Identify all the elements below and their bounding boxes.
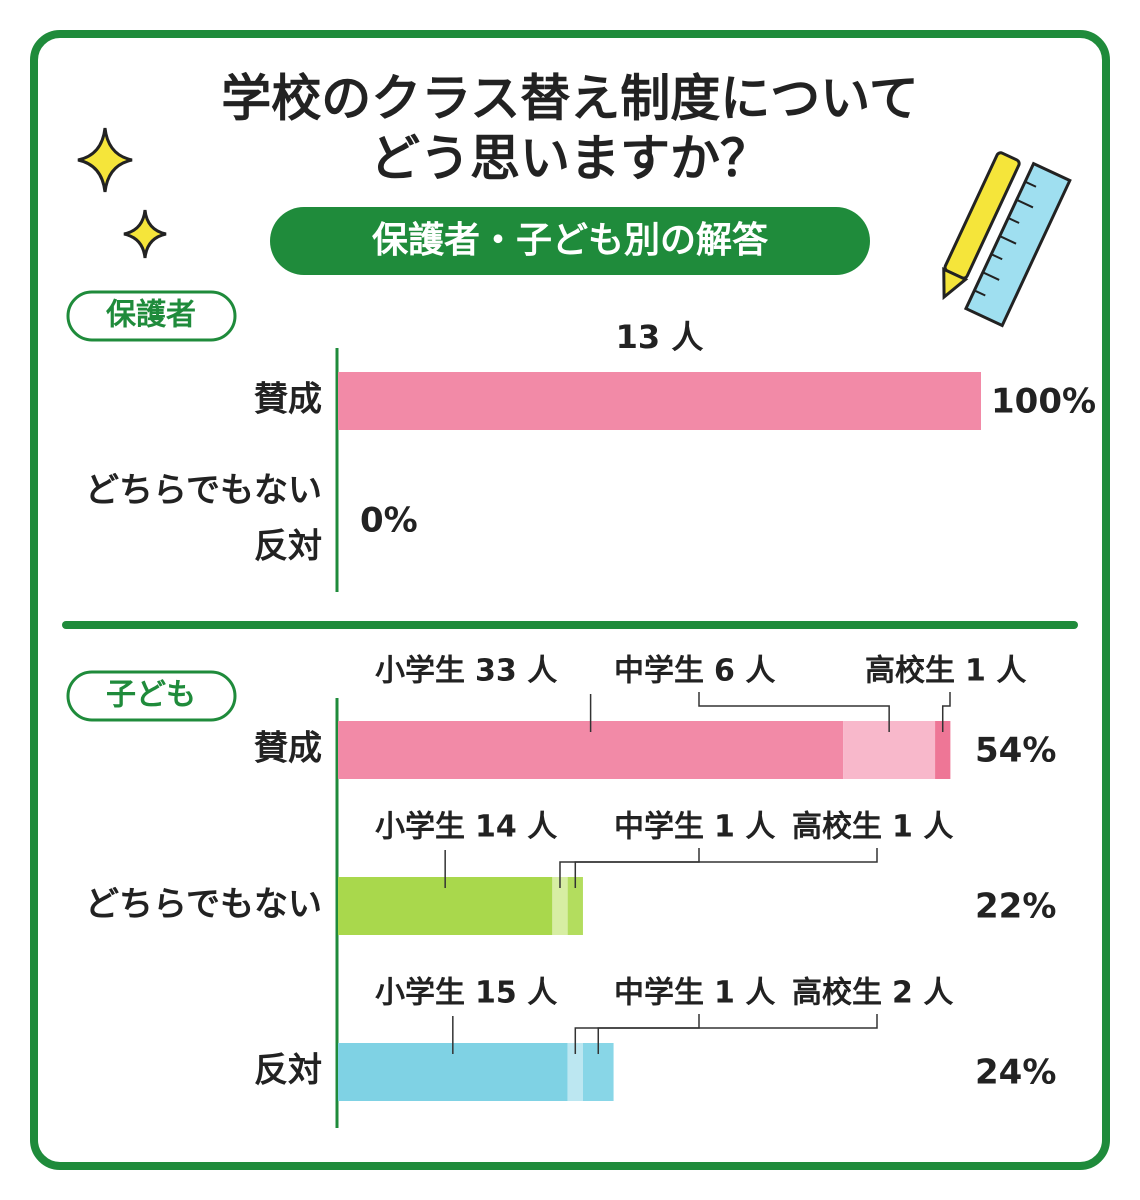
category-label: 反対 — [254, 1051, 322, 1091]
series-name: 高校生 — [792, 810, 882, 845]
leader-line — [941, 692, 951, 732]
title-line: 学校のクラス替え制度について — [221, 70, 919, 128]
series-name: 中学生 — [614, 810, 704, 845]
title-line: どう思いますか？ — [370, 130, 770, 188]
category-label: 反対 — [254, 527, 322, 567]
sparkle — [77, 127, 133, 193]
section-tag — [66, 670, 237, 722]
bar — [338, 372, 981, 430]
section-tag — [66, 290, 237, 342]
leader-line — [574, 848, 878, 888]
value-label: 0% — [360, 501, 418, 541]
category-label: 賛成 — [254, 380, 322, 420]
frame — [30, 30, 1110, 1170]
count-label: 13 人 — [616, 318, 704, 356]
pen — [942, 151, 1021, 301]
category-label: どちらでもない — [85, 471, 322, 511]
category-label: どちらでもない — [85, 885, 322, 925]
segment-label: 33 人 — [475, 654, 557, 689]
series-name: 小学生 — [375, 810, 465, 845]
percent-label: 54% — [975, 731, 1056, 771]
segment-label: 1 人 — [714, 976, 775, 1011]
series-name: 小学生 — [375, 976, 465, 1011]
segment-label: 1 人 — [965, 654, 1026, 689]
series-name: 高校生 — [865, 654, 955, 689]
bar-segment — [567, 877, 583, 935]
series-name: 中学生 — [614, 976, 704, 1011]
category-label: 賛成 — [254, 729, 322, 769]
percent-label: 24% — [975, 1053, 1056, 1093]
segment-label: 6 人 — [714, 654, 775, 689]
leader-line — [698, 692, 890, 732]
segment-label: 2 人 — [892, 976, 953, 1011]
ruler — [963, 161, 1072, 328]
series-name: 中学生 — [614, 654, 704, 689]
bar-segment — [935, 721, 951, 779]
bar-segment — [552, 877, 568, 935]
series-name: 小学生 — [375, 654, 465, 689]
section-label: 子ども — [106, 678, 196, 713]
segment-label: 1 人 — [714, 810, 775, 845]
segment-label: 14 人 — [475, 810, 557, 845]
value-label: 100% — [991, 382, 1096, 422]
section-label: 保護者 — [106, 298, 196, 333]
segment-label: 15 人 — [475, 976, 557, 1011]
subtitle-pill — [270, 207, 870, 275]
subtitle: 保護者・子ども別の解答 — [372, 220, 769, 261]
leader-line — [597, 1014, 878, 1054]
series-name: 高校生 — [792, 976, 882, 1011]
sparkle — [123, 209, 167, 259]
segment-label: 1 人 — [892, 810, 953, 845]
percent-label: 22% — [975, 887, 1056, 927]
bar-segment — [567, 1043, 583, 1101]
